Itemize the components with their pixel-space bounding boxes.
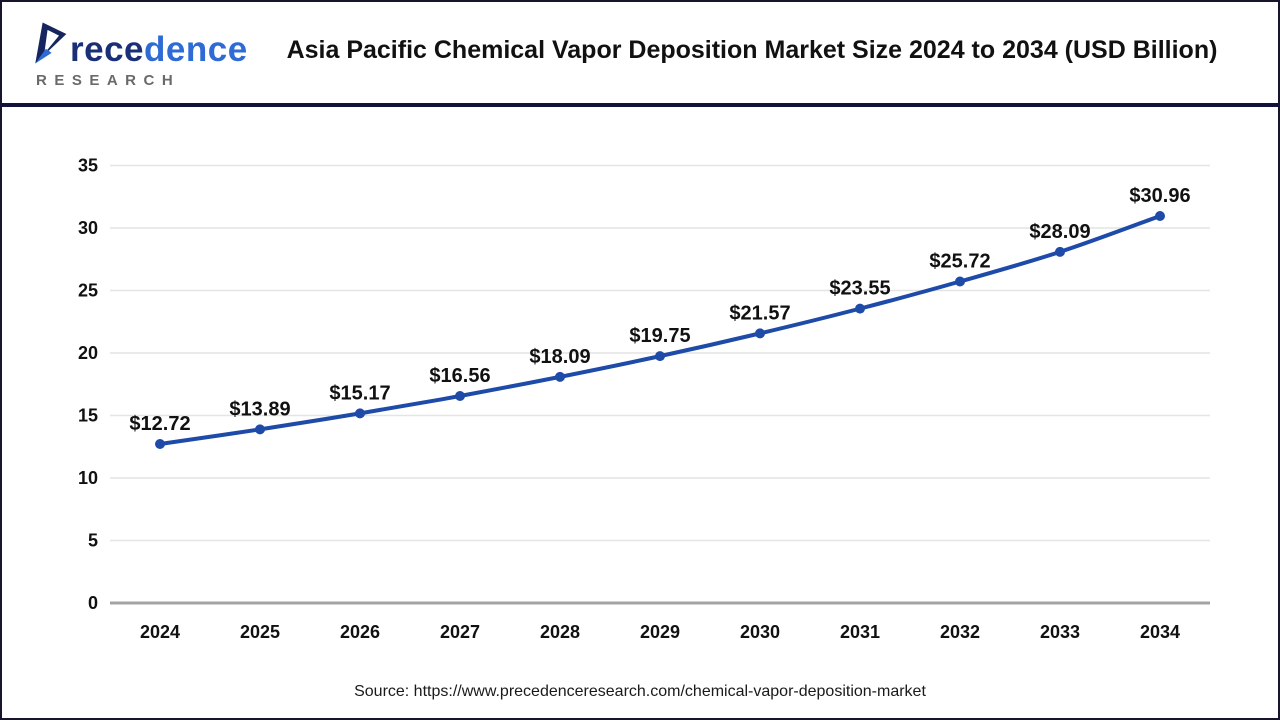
x-tick-label: 2029 (640, 622, 680, 642)
y-tick-label: 15 (78, 406, 98, 426)
brand-subtitle: RESEARCH (36, 71, 181, 89)
data-point (855, 303, 865, 314)
y-tick-label: 5 (88, 531, 98, 551)
x-tick-label: 2032 (940, 622, 980, 642)
y-tick-label: 20 (78, 343, 98, 363)
brand-logo: recedence RESEARCH (32, 17, 247, 89)
data-point-label: $19.75 (629, 325, 690, 347)
data-point-label: $18.09 (529, 346, 590, 368)
data-point (555, 371, 565, 382)
data-point-label: $13.89 (229, 398, 290, 420)
data-point (755, 328, 765, 339)
y-tick-label: 30 (78, 218, 98, 238)
paper-plane-icon (35, 22, 67, 63)
y-tick-label: 10 (78, 468, 98, 488)
data-point (1055, 246, 1065, 257)
brand-name: recedence (70, 29, 248, 69)
data-point-label: $15.17 (329, 382, 390, 404)
y-tick-label: 25 (78, 281, 98, 301)
data-point (1155, 211, 1165, 221)
data-point-label: $23.55 (829, 278, 890, 300)
source-text: Source: https://www.precedenceresearch.c… (354, 683, 926, 700)
chart-area: 0 5 10 15 20 25 30 35 2024 2025 2026 2027 2028 2029 20… (2, 107, 1278, 718)
data-point (355, 408, 365, 419)
x-tick-label: 2030 (740, 622, 780, 642)
x-tick-label: 2028 (540, 622, 580, 642)
data-point (255, 424, 265, 435)
x-tick-label: 2033 (1040, 622, 1080, 642)
x-tick-label: 2031 (840, 622, 880, 642)
x-tick-label: 2026 (340, 622, 380, 642)
data-point-label: $30.96 (1129, 185, 1190, 207)
data-point-label: $25.72 (929, 251, 990, 273)
header: recedence RESEARCH Asia Pacific Chemical… (2, 2, 1278, 107)
data-point-label: $21.57 (729, 302, 790, 324)
x-tick-label: 2024 (140, 622, 180, 642)
data-point-label: $12.72 (129, 413, 190, 435)
y-tick-label: 0 (88, 593, 98, 613)
data-point-label: $16.56 (429, 365, 490, 387)
data-point (155, 439, 165, 449)
chart-title: Asia Pacific Chemical Vapor Deposition M… (286, 36, 1218, 64)
x-tick-label: 2027 (440, 622, 480, 642)
x-tick-label: 2025 (240, 622, 280, 642)
data-point (455, 391, 465, 401)
data-point (955, 276, 965, 287)
data-point (655, 351, 665, 362)
y-tick-label: 35 (78, 156, 98, 176)
data-point-label: $28.09 (1029, 221, 1090, 243)
x-tick-label: 2034 (1140, 622, 1180, 642)
